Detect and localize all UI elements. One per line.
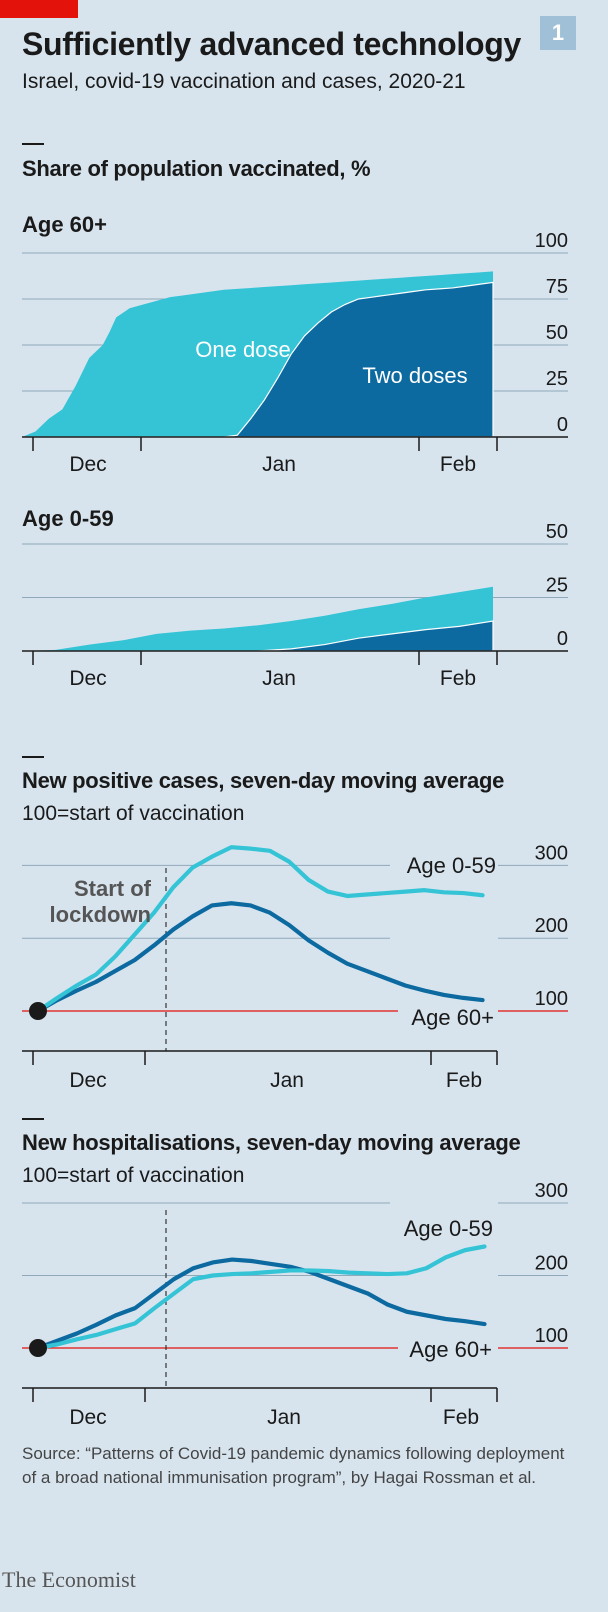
label-age-0-59: Age 0-59 (404, 1216, 493, 1241)
label-two-doses: Two doses (362, 363, 467, 388)
y-tick-label: 100 (535, 230, 568, 252)
y-tick-label: 300 (535, 1180, 568, 1202)
line-age-60-plus (35, 901, 485, 1014)
y-tick-label: 200 (535, 915, 568, 937)
y-tick-label: 25 (546, 575, 568, 597)
y-tick-label: 300 (535, 842, 568, 864)
hosp-subtitle: 100=start of vaccination (22, 1164, 245, 1187)
x-tick-label: Jan (262, 453, 296, 476)
source-note: Source: “Patterns of Covid-19 pandemic d… (22, 1444, 565, 1487)
panel-title: Age 60+ (22, 212, 107, 237)
x-tick-label: Feb (440, 453, 476, 476)
x-tick-label: Jan (262, 667, 296, 690)
section-rule (22, 143, 44, 145)
start-dot (29, 1339, 47, 1357)
y-tick-label: 0 (557, 414, 568, 436)
chart-title: Sufficiently advanced technology (22, 26, 521, 62)
panel-title: Age 0-59 (22, 506, 114, 531)
line-age-60-plus (35, 1257, 487, 1351)
line-age-0-59 (35, 845, 485, 1014)
x-tick-label: Dec (69, 453, 106, 476)
line-age-0-59 (35, 1244, 487, 1351)
y-tick-label: 100 (535, 988, 568, 1010)
brand-red-tag (0, 0, 78, 18)
y-tick-label: 100 (535, 1325, 568, 1347)
x-tick-label: Feb (440, 667, 476, 690)
cases-title: New positive cases, seven-day moving ave… (22, 768, 505, 793)
y-tick-label: 50 (546, 322, 568, 344)
x-tick-label: Dec (69, 1069, 106, 1092)
x-tick-label: Feb (443, 1406, 479, 1429)
section-rule (22, 756, 44, 758)
label-age-0-59: Age 0-59 (407, 853, 496, 878)
y-tick-label: 200 (535, 1253, 568, 1275)
publisher-logo: The Economist (2, 1567, 136, 1592)
chart-subtitle: Israel, covid-19 vaccination and cases, … (22, 70, 466, 93)
y-tick-label: 25 (546, 368, 568, 390)
start-dot (29, 1002, 47, 1020)
y-tick-label: 75 (546, 276, 568, 298)
chart-number-badge: 1 (540, 16, 576, 50)
cases-subtitle: 100=start of vaccination (22, 802, 245, 825)
area-one-dose (22, 586, 493, 651)
vaccinated-title: Share of population vaccinated, % (22, 156, 371, 181)
label-age-60-plus: Age 60+ (411, 1005, 494, 1030)
y-tick-label: 50 (546, 521, 568, 543)
x-tick-label: Feb (446, 1069, 482, 1092)
x-tick-label: Dec (69, 667, 106, 690)
x-tick-label: Jan (270, 1069, 304, 1092)
x-tick-label: Jan (267, 1406, 301, 1429)
label-one-dose: One dose (195, 337, 290, 362)
lockdown-label: Start of (74, 876, 152, 901)
hosp-title: New hospitalisations, seven-day moving a… (22, 1130, 521, 1155)
lockdown-label: lockdown (50, 902, 151, 927)
x-tick-label: Dec (69, 1406, 106, 1429)
label-age-60-plus: Age 60+ (409, 1337, 492, 1362)
section-rule (22, 1118, 44, 1120)
y-tick-label: 0 (557, 628, 568, 650)
